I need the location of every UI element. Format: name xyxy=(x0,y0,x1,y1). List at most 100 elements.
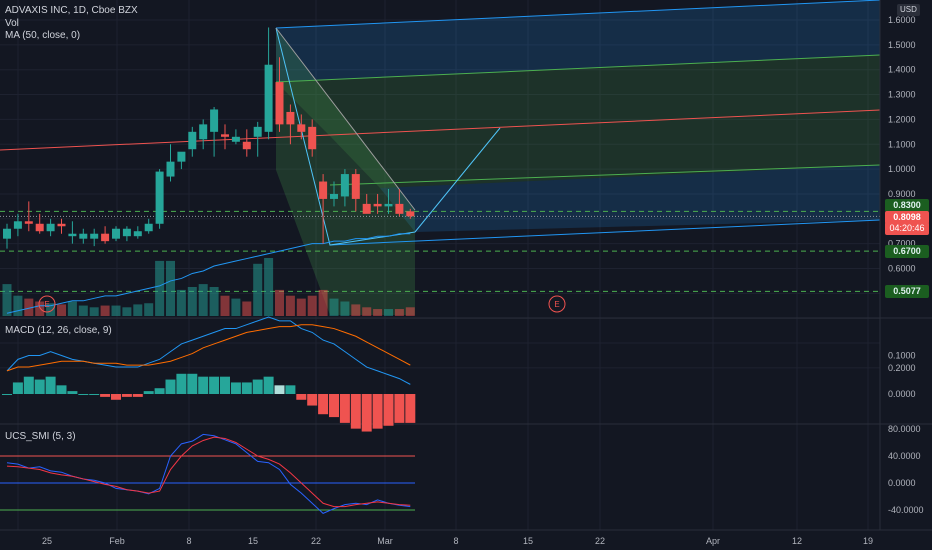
pitchfork-line xyxy=(329,164,881,186)
ma50-line xyxy=(6,233,411,314)
candle-body xyxy=(35,223,44,232)
volume-bar xyxy=(264,258,274,316)
price-axis-tick: 1.2000 xyxy=(888,114,916,124)
macd-histogram-bar xyxy=(111,394,121,400)
earnings-marker-icon xyxy=(548,295,566,313)
macd-histogram-bar xyxy=(165,379,176,394)
macd-histogram-bar xyxy=(263,376,274,394)
time-axis-tick: 15 xyxy=(523,536,533,546)
candle-body xyxy=(188,131,197,150)
macd-histogram-bar xyxy=(100,394,111,397)
candle-body xyxy=(275,82,284,125)
drawing-line xyxy=(275,27,416,211)
candle-body xyxy=(406,211,415,217)
candle-body xyxy=(177,151,186,162)
macd-histogram-bar xyxy=(285,385,296,394)
price-axis-tick: 1.6000 xyxy=(888,15,916,25)
macd-histogram-bar xyxy=(176,373,187,394)
countdown-tag: 04:20:46 xyxy=(885,222,929,235)
time-axis-tick: 8 xyxy=(453,536,458,546)
macd-histogram-bar xyxy=(241,382,252,394)
candle-body xyxy=(395,203,404,214)
volume-bar xyxy=(67,301,77,316)
macd-axis-tick: 0.0000 xyxy=(888,389,916,399)
time-axis-tick: 22 xyxy=(595,536,605,546)
candle-body xyxy=(264,64,273,132)
candle-body xyxy=(231,136,240,142)
smi-indicator-label[interactable]: UCS_SMI (5, 3) xyxy=(5,431,76,442)
volume-bar xyxy=(242,301,252,316)
volume-bar xyxy=(2,284,12,316)
ma-indicator-label[interactable]: MA (50, close, 0) xyxy=(5,30,81,41)
pitchfork-line xyxy=(329,219,881,246)
candle-body xyxy=(330,193,338,199)
fib-triangle-zone xyxy=(276,28,415,315)
macd-line xyxy=(6,316,411,385)
volume-bar xyxy=(133,304,143,316)
candle-body xyxy=(144,223,153,232)
price-axis-tick: 0.9000 xyxy=(888,189,916,199)
time-axis-tick: 8 xyxy=(186,536,191,546)
volume-indicator-label[interactable]: Vol xyxy=(5,18,19,29)
candle-body xyxy=(242,141,251,150)
candle-body xyxy=(90,233,99,239)
price-tag-lower2: 0.5077 xyxy=(885,285,929,298)
macd-histogram-bar xyxy=(394,394,405,423)
macd-histogram-bar xyxy=(361,394,372,432)
volume-bar xyxy=(187,287,197,316)
macd-histogram-bar xyxy=(154,388,165,394)
volume-bar xyxy=(231,298,241,316)
candle-body xyxy=(308,126,317,150)
volume-bar xyxy=(384,309,393,316)
candle-body xyxy=(101,233,110,242)
candle-body xyxy=(297,124,306,132)
volume-bar xyxy=(275,289,284,316)
volume-bar xyxy=(329,298,339,316)
volume-bar xyxy=(155,260,165,316)
macd-histogram-bar xyxy=(230,382,241,394)
macd-histogram-bar xyxy=(89,394,100,395)
volume-bar xyxy=(144,303,154,316)
macd-axis-tick: 0.1000 xyxy=(888,351,916,361)
candle-body xyxy=(351,174,360,199)
macd-histogram-bar xyxy=(274,385,285,394)
volume-bar xyxy=(122,307,132,316)
smi-axis-tick: 0.0000 xyxy=(888,478,916,488)
macd-histogram-bar xyxy=(339,394,350,423)
price-axis-tick: 0.2000 xyxy=(888,363,916,373)
macd-histogram-bar xyxy=(34,379,45,394)
volume-bar xyxy=(285,295,295,316)
candle-body xyxy=(166,161,175,177)
time-axis-tick: Mar xyxy=(377,536,393,546)
macd-histogram-bar xyxy=(23,376,34,394)
macd-histogram-bar xyxy=(143,391,154,394)
pitchfork-line xyxy=(0,109,881,151)
candle-body xyxy=(221,134,229,137)
volume-bar xyxy=(351,304,361,316)
macd-indicator-label[interactable]: MACD (12, 26, close, 9) xyxy=(5,325,112,336)
macd-histogram-bar xyxy=(383,394,394,426)
price-axis-tick: 1.3000 xyxy=(888,90,916,100)
candle-body xyxy=(3,228,11,239)
pitchfork-zone-bottom xyxy=(380,165,880,232)
macd-histogram-bar xyxy=(296,394,307,400)
volume-bar xyxy=(166,260,175,316)
candle-body xyxy=(46,223,55,232)
time-axis-tick: Feb xyxy=(109,536,125,546)
macd-histogram-bar xyxy=(350,394,361,429)
candle-body xyxy=(210,109,219,132)
macd-signal-line xyxy=(6,324,411,372)
symbol-title: ADVAXIS INC, 1D, Cboe BZX xyxy=(5,5,138,16)
candle-body xyxy=(13,221,22,229)
candle-body xyxy=(68,233,77,237)
candle-body xyxy=(286,111,295,125)
volume-bar xyxy=(46,303,56,316)
price-axis-tick: 1.5000 xyxy=(888,40,916,50)
pitchfork-handle-line xyxy=(275,27,501,246)
volume-bar xyxy=(57,304,66,316)
candle-body xyxy=(384,203,393,207)
currency-badge[interactable]: USD xyxy=(897,4,920,16)
price-axis-tick: 1.1000 xyxy=(888,139,916,149)
candle-body xyxy=(155,171,164,224)
